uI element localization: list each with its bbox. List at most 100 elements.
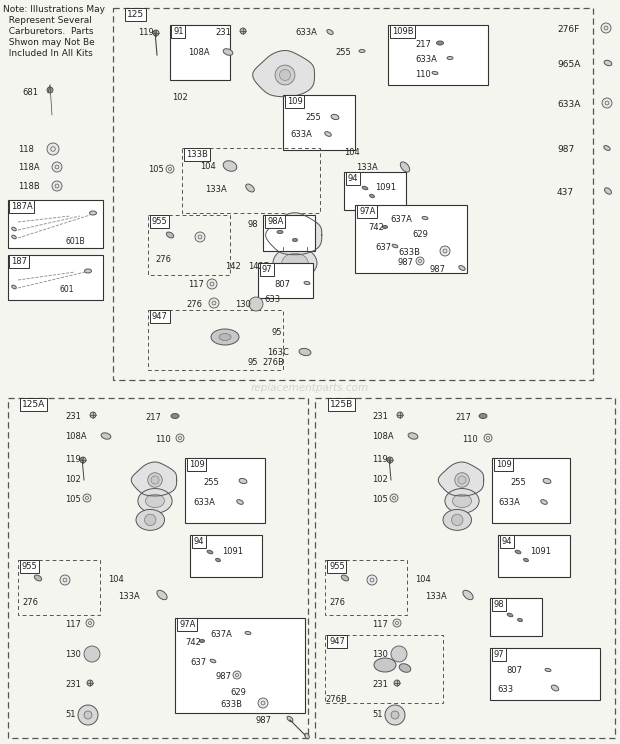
Ellipse shape: [89, 211, 97, 215]
Ellipse shape: [331, 115, 339, 120]
Text: 276F: 276F: [557, 25, 579, 34]
Circle shape: [60, 575, 70, 585]
Text: 94: 94: [502, 537, 513, 546]
Text: 102: 102: [372, 475, 388, 484]
Text: 97A: 97A: [179, 620, 195, 629]
Ellipse shape: [273, 247, 317, 279]
Circle shape: [47, 143, 59, 155]
Ellipse shape: [223, 48, 232, 55]
Circle shape: [397, 412, 403, 418]
Circle shape: [261, 701, 265, 705]
Ellipse shape: [436, 41, 443, 45]
Text: 276B: 276B: [262, 358, 284, 367]
Text: 95: 95: [247, 358, 257, 367]
Text: 276: 276: [155, 255, 171, 264]
Circle shape: [86, 619, 94, 627]
Text: 681: 681: [22, 88, 38, 97]
Text: 807: 807: [274, 280, 290, 289]
Ellipse shape: [157, 590, 167, 600]
Ellipse shape: [287, 716, 293, 722]
Text: 1091: 1091: [375, 183, 396, 192]
Text: 276: 276: [186, 300, 202, 309]
Text: 142: 142: [225, 262, 241, 271]
Text: 97: 97: [262, 265, 273, 274]
Circle shape: [52, 181, 62, 191]
Ellipse shape: [138, 489, 172, 513]
Text: 125B: 125B: [330, 400, 353, 409]
Bar: [498, 535, 570, 577]
Ellipse shape: [370, 194, 374, 198]
Ellipse shape: [604, 146, 610, 150]
Text: 187: 187: [11, 257, 27, 266]
Circle shape: [148, 472, 162, 487]
Ellipse shape: [359, 50, 365, 53]
Circle shape: [47, 87, 53, 93]
Ellipse shape: [362, 186, 368, 190]
Bar: [113, 8, 593, 380]
Text: 133A: 133A: [118, 592, 140, 601]
Text: replacementparts.com: replacementparts.com: [251, 383, 369, 393]
Circle shape: [179, 437, 182, 440]
Polygon shape: [253, 51, 314, 97]
Bar: [175, 618, 305, 713]
Ellipse shape: [545, 668, 551, 672]
Circle shape: [80, 457, 86, 463]
Circle shape: [286, 226, 304, 244]
Circle shape: [51, 147, 55, 151]
Ellipse shape: [422, 217, 428, 219]
Circle shape: [605, 101, 609, 105]
Text: 955: 955: [152, 217, 168, 226]
Bar: [8, 255, 103, 300]
Circle shape: [275, 65, 295, 85]
Circle shape: [367, 575, 377, 585]
Text: 1091: 1091: [530, 547, 551, 556]
Ellipse shape: [237, 500, 243, 504]
Text: 807: 807: [506, 666, 522, 675]
Text: 51: 51: [65, 710, 76, 719]
Text: 255: 255: [305, 113, 321, 122]
Text: 437: 437: [557, 188, 574, 197]
Ellipse shape: [216, 558, 220, 562]
Text: 217: 217: [455, 413, 471, 422]
Text: 231: 231: [215, 28, 231, 37]
Ellipse shape: [447, 57, 453, 60]
Text: 163C: 163C: [267, 348, 289, 357]
Text: 142B: 142B: [248, 262, 270, 271]
Text: 105: 105: [65, 495, 81, 504]
Text: 98: 98: [494, 600, 505, 609]
Bar: [263, 215, 315, 251]
Circle shape: [396, 621, 399, 624]
Ellipse shape: [432, 71, 438, 74]
Text: Carburetors.  Parts: Carburetors. Parts: [3, 27, 94, 36]
Ellipse shape: [171, 414, 179, 418]
Ellipse shape: [12, 285, 16, 289]
Ellipse shape: [604, 60, 612, 65]
Bar: [190, 535, 262, 577]
Circle shape: [604, 26, 608, 30]
Circle shape: [458, 476, 466, 484]
Ellipse shape: [12, 235, 16, 239]
Ellipse shape: [136, 510, 164, 530]
Ellipse shape: [551, 685, 559, 691]
Text: 104: 104: [108, 575, 124, 584]
Bar: [355, 205, 467, 273]
Text: 637: 637: [190, 658, 206, 667]
Bar: [148, 310, 283, 370]
Circle shape: [443, 249, 447, 253]
Text: 255: 255: [203, 478, 219, 487]
Circle shape: [394, 680, 400, 686]
Circle shape: [166, 165, 174, 173]
Bar: [325, 635, 443, 703]
Text: 94: 94: [194, 537, 205, 546]
Bar: [18, 560, 100, 615]
Circle shape: [153, 30, 159, 36]
Circle shape: [451, 514, 463, 525]
Bar: [258, 263, 313, 298]
Text: 109: 109: [287, 97, 303, 106]
Text: 255: 255: [510, 478, 526, 487]
Ellipse shape: [223, 161, 237, 171]
Text: Shwon may Not Be: Shwon may Not Be: [3, 38, 95, 47]
Text: 98: 98: [248, 220, 259, 229]
Ellipse shape: [84, 269, 92, 273]
Text: 104: 104: [200, 162, 216, 171]
